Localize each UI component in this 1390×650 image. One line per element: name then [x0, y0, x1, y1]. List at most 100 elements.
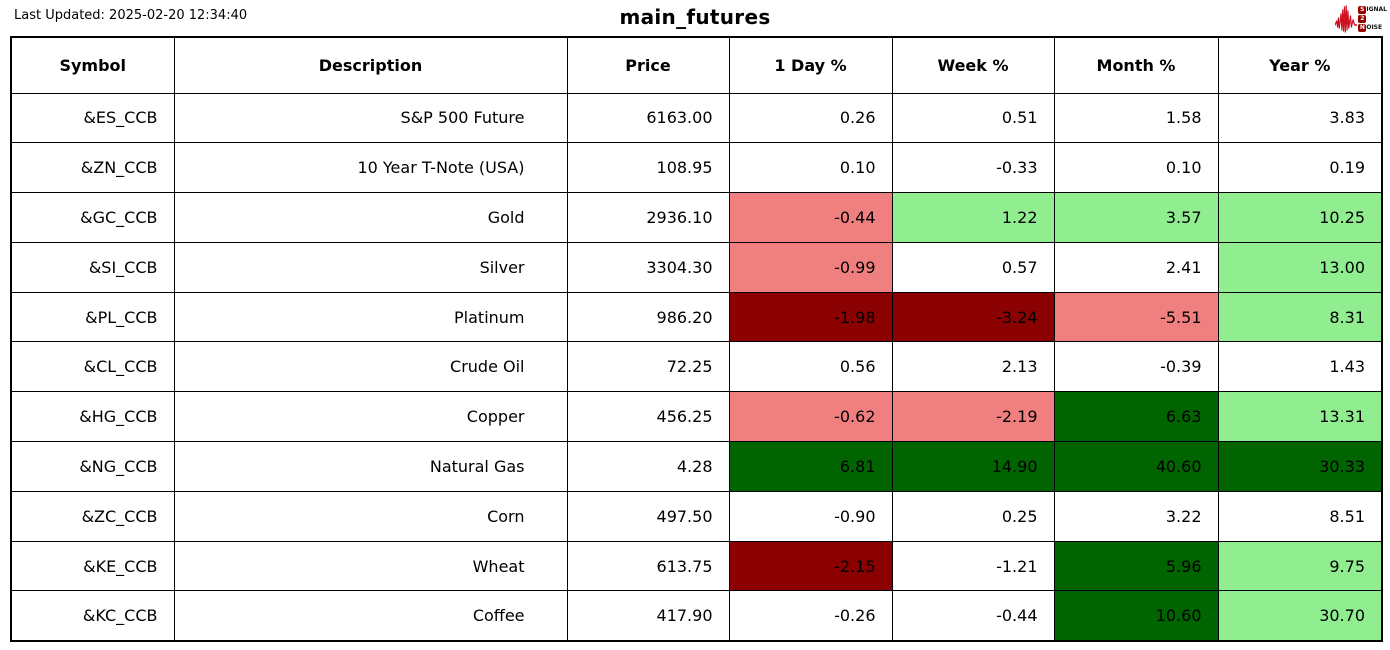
- symbol-cell: &HG_CCB: [10, 391, 175, 443]
- description-cell: Copper: [173, 391, 568, 443]
- change-cell-1day: -1.98: [728, 291, 893, 343]
- price-cell: 456.25: [566, 391, 730, 443]
- futures-table: Symbol Description Price 1 Day % Week % …: [10, 36, 1383, 642]
- table-row: &KC_CCB Coffee 417.90 -0.26 -0.44 10.60 30.70: [10, 590, 1383, 642]
- table-row: &ZN_CCB 10 Year T-Note (USA) 108.95 0.10 -0.…: [10, 142, 1383, 194]
- price-cell: 497.50: [566, 490, 730, 542]
- change-cell-1day: 0.56: [728, 341, 893, 393]
- change-cell-year: 1.43: [1217, 341, 1383, 393]
- change-cell-1day: 6.81: [728, 441, 893, 492]
- change-cell-1day: 0.26: [728, 92, 893, 144]
- change-cell-week: 0.57: [891, 241, 1055, 293]
- description-cell: Corn: [173, 490, 568, 542]
- change-cell-month: 40.60: [1053, 441, 1219, 492]
- logo-text-ignal: IGNAL: [1366, 5, 1387, 13]
- column-header-week: Week %: [891, 36, 1055, 94]
- change-cell-year: 13.31: [1217, 391, 1383, 443]
- description-cell: Platinum: [173, 291, 568, 343]
- symbol-cell: &PL_CCB: [10, 291, 175, 343]
- change-cell-month: 2.41: [1053, 241, 1219, 293]
- logo-badge-2: 2: [1358, 14, 1367, 23]
- table-row: &PL_CCB Platinum 986.20 -1.98 -3.24 -5.51 8.31: [10, 291, 1383, 343]
- change-cell-month: 3.22: [1053, 490, 1219, 542]
- price-cell: 108.95: [566, 142, 730, 194]
- price-cell: 417.90: [566, 590, 730, 642]
- symbol-cell: &GC_CCB: [10, 192, 175, 243]
- logo-text-oise: OISE: [1366, 23, 1383, 31]
- table-row: &KE_CCB Wheat 613.75 -2.15 -1.21 5.96 9.75: [10, 540, 1383, 592]
- table-row: &HG_CCB Copper 456.25 -0.62 -2.19 6.63 13.31: [10, 391, 1383, 443]
- change-cell-year: 30.33: [1217, 441, 1383, 492]
- change-cell-1day: -0.26: [728, 590, 893, 642]
- column-header-1day: 1 Day %: [728, 36, 893, 94]
- top-bar: Last Updated: 2025-02-20 12:34:40 main_f…: [0, 0, 1390, 36]
- change-cell-month: 5.96: [1053, 540, 1219, 592]
- symbol-cell: &SI_CCB: [10, 241, 175, 293]
- change-cell-1day: -0.99: [728, 241, 893, 293]
- last-updated-timestamp: Last Updated: 2025-02-20 12:34:40: [14, 8, 248, 23]
- change-cell-week: 0.51: [891, 92, 1055, 144]
- logo-text: S IGNAL 2 N OISE: [1358, 5, 1387, 32]
- change-cell-month: 1.58: [1053, 92, 1219, 144]
- change-cell-week: -3.24: [891, 291, 1055, 343]
- description-cell: Crude Oil: [173, 341, 568, 393]
- description-cell: Silver: [173, 241, 568, 293]
- price-cell: 2936.10: [566, 192, 730, 243]
- description-cell: S&P 500 Future: [173, 92, 568, 144]
- change-cell-1day: -0.62: [728, 391, 893, 443]
- symbol-cell: &KE_CCB: [10, 540, 175, 592]
- table-row: &GC_CCB Gold 2936.10 -0.44 1.22 3.57 10.25: [10, 192, 1383, 243]
- symbol-cell: &ZC_CCB: [10, 490, 175, 542]
- change-cell-month: 3.57: [1053, 192, 1219, 243]
- column-header-price: Price: [566, 36, 730, 94]
- description-cell: Wheat: [173, 540, 568, 592]
- table-row: &ZC_CCB Corn 497.50 -0.90 0.25 3.22 8.51: [10, 490, 1383, 542]
- table-row: &SI_CCB Silver 3304.30 -0.99 0.57 2.41 13.00: [10, 241, 1383, 293]
- price-cell: 4.28: [566, 441, 730, 492]
- column-header-month: Month %: [1053, 36, 1219, 94]
- change-cell-week: -0.44: [891, 590, 1055, 642]
- price-cell: 613.75: [566, 540, 730, 592]
- change-cell-year: 9.75: [1217, 540, 1383, 592]
- signal-2-noise-logo: S IGNAL 2 N OISE: [1335, 2, 1387, 35]
- symbol-cell: &ZN_CCB: [10, 142, 175, 194]
- price-cell: 72.25: [566, 341, 730, 393]
- logo-badge-s: S: [1358, 5, 1367, 14]
- symbol-cell: &CL_CCB: [10, 341, 175, 393]
- price-cell: 6163.00: [566, 92, 730, 144]
- change-cell-1day: -0.90: [728, 490, 893, 542]
- symbol-cell: &ES_CCB: [10, 92, 175, 144]
- change-cell-week: 14.90: [891, 441, 1055, 492]
- change-cell-1day: -0.44: [728, 192, 893, 243]
- change-cell-1day: -2.15: [728, 540, 893, 592]
- symbol-cell: &NG_CCB: [10, 441, 175, 492]
- change-cell-month: -0.39: [1053, 341, 1219, 393]
- table-body: &ES_CCB S&P 500 Future 6163.00 0.26 0.51 1.58…: [10, 92, 1383, 642]
- description-cell: Gold: [173, 192, 568, 243]
- column-header-symbol: Symbol: [10, 36, 175, 94]
- logo-badge-n: N: [1358, 23, 1367, 32]
- change-cell-year: 0.19: [1217, 142, 1383, 194]
- column-header-description: Description: [173, 36, 568, 94]
- change-cell-year: 13.00: [1217, 241, 1383, 293]
- change-cell-month: 0.10: [1053, 142, 1219, 194]
- description-cell: Coffee: [173, 590, 568, 642]
- table-row: &ES_CCB S&P 500 Future 6163.00 0.26 0.51 1.58…: [10, 92, 1383, 144]
- description-cell: Natural Gas: [173, 441, 568, 492]
- change-cell-year: 8.31: [1217, 291, 1383, 343]
- price-cell: 986.20: [566, 291, 730, 343]
- change-cell-year: 8.51: [1217, 490, 1383, 542]
- change-cell-month: -5.51: [1053, 291, 1219, 343]
- change-cell-year: 30.70: [1217, 590, 1383, 642]
- price-cell: 3304.30: [566, 241, 730, 293]
- change-cell-week: -0.33: [891, 142, 1055, 194]
- change-cell-month: 6.63: [1053, 391, 1219, 443]
- change-cell-week: -1.21: [891, 540, 1055, 592]
- change-cell-week: 0.25: [891, 490, 1055, 542]
- change-cell-week: 2.13: [891, 341, 1055, 393]
- column-header-year: Year %: [1217, 36, 1383, 94]
- change-cell-1day: 0.10: [728, 142, 893, 194]
- page-title: main_futures: [619, 5, 771, 29]
- change-cell-year: 10.25: [1217, 192, 1383, 243]
- waveform-icon: [1335, 4, 1358, 33]
